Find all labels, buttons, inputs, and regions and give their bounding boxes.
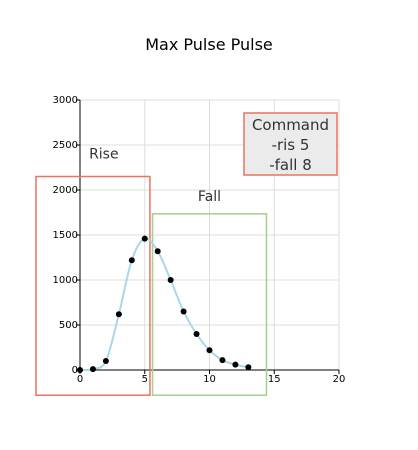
data-point xyxy=(141,235,148,242)
data-point xyxy=(77,367,83,373)
data-point xyxy=(154,248,161,255)
rise-region-label: Rise xyxy=(89,147,119,163)
y-tick-label: 1500 xyxy=(53,230,78,241)
data-point xyxy=(167,277,174,283)
y-tick-label: 2500 xyxy=(53,140,78,151)
y-tick-label: 0 xyxy=(72,365,78,376)
data-point xyxy=(219,357,226,364)
data-point xyxy=(245,364,252,371)
data-point xyxy=(89,366,96,373)
series-line xyxy=(79,237,249,372)
x-tick-label: 20 xyxy=(333,374,346,385)
x-tick-label: 0 xyxy=(77,374,83,385)
fall-region-label: Fall xyxy=(198,189,221,205)
data-point xyxy=(193,331,200,337)
fall-region-box xyxy=(151,213,268,396)
y-tick-label: 500 xyxy=(59,320,78,331)
annotation-regions: Rise Fall xyxy=(35,147,268,396)
chart-title: Max Pulse Pulse xyxy=(145,35,273,54)
command-line-2: -ris 5 xyxy=(272,136,310,154)
x-tick-label: 5 xyxy=(142,374,148,385)
y-tick-label: 2000 xyxy=(53,185,78,196)
x-tick-label: 10 xyxy=(203,374,216,385)
data-point xyxy=(180,308,187,315)
data-point xyxy=(206,347,213,354)
y-tick-label: 1000 xyxy=(53,275,78,286)
y-tick-label: 3000 xyxy=(53,95,78,106)
tick-labels: 0 5 10 15 20 0 500 1000 1500 2000 2500 3000 xyxy=(53,95,346,385)
series-layer xyxy=(77,235,252,373)
data-point xyxy=(232,361,239,368)
command-box-frame xyxy=(243,112,338,176)
rise-region-box xyxy=(35,175,151,396)
command-annotation: Command -ris 5 -fall 8 xyxy=(243,112,338,176)
data-point xyxy=(128,257,135,264)
x-tick-label: 15 xyxy=(268,374,281,385)
data-point xyxy=(102,358,109,364)
command-line-3: -fall 8 xyxy=(269,156,312,174)
data-point xyxy=(115,311,122,318)
command-line-1: Command xyxy=(252,116,329,134)
